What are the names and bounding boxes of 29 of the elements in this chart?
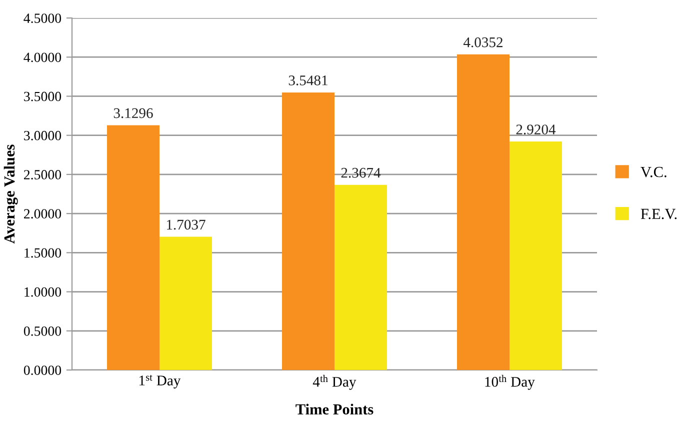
bar	[107, 125, 160, 370]
y-tick-label: 1.5000	[24, 248, 62, 258]
y-tick-label: 4.0000	[24, 52, 62, 62]
bar	[510, 142, 562, 370]
x-tick-label: 1$^{st}$ Day	[139, 374, 181, 388]
y-tick-label: 2.5000	[24, 170, 62, 180]
y-tick-label: 3.5000	[24, 92, 62, 102]
data-label: 3.5481	[288, 75, 328, 86]
x-tick-label: 4$^{th}$ Day	[312, 374, 356, 390]
bar	[160, 236, 212, 370]
x-tick-label: 10$^{th}$ Day	[485, 374, 535, 390]
y-axis-title: Average Values	[4, 144, 18, 244]
bar	[457, 54, 510, 370]
data-label: 2.9204	[516, 124, 556, 134]
x-axis-title: Time Points	[296, 404, 374, 415]
y-tick-label: 0.5000	[24, 326, 62, 336]
data-label: 4.0352	[463, 37, 502, 48]
y-tick-label: 4.5000	[24, 14, 62, 24]
y-tick-label: 0.0000	[24, 366, 62, 376]
y-tick-label: 2.0000	[24, 209, 62, 219]
data-label: 2.3674	[341, 168, 381, 178]
legend-label: F.E.V.	[640, 208, 677, 220]
data-label: 1.7037	[166, 220, 206, 230]
y-tick-label: 3.0000	[24, 130, 62, 140]
y-tick-label: 1.0000	[24, 287, 62, 297]
legend-label: V.C.	[640, 166, 666, 178]
data-label: 3.1296	[114, 108, 153, 118]
bar	[282, 92, 334, 370]
bar	[334, 184, 387, 370]
